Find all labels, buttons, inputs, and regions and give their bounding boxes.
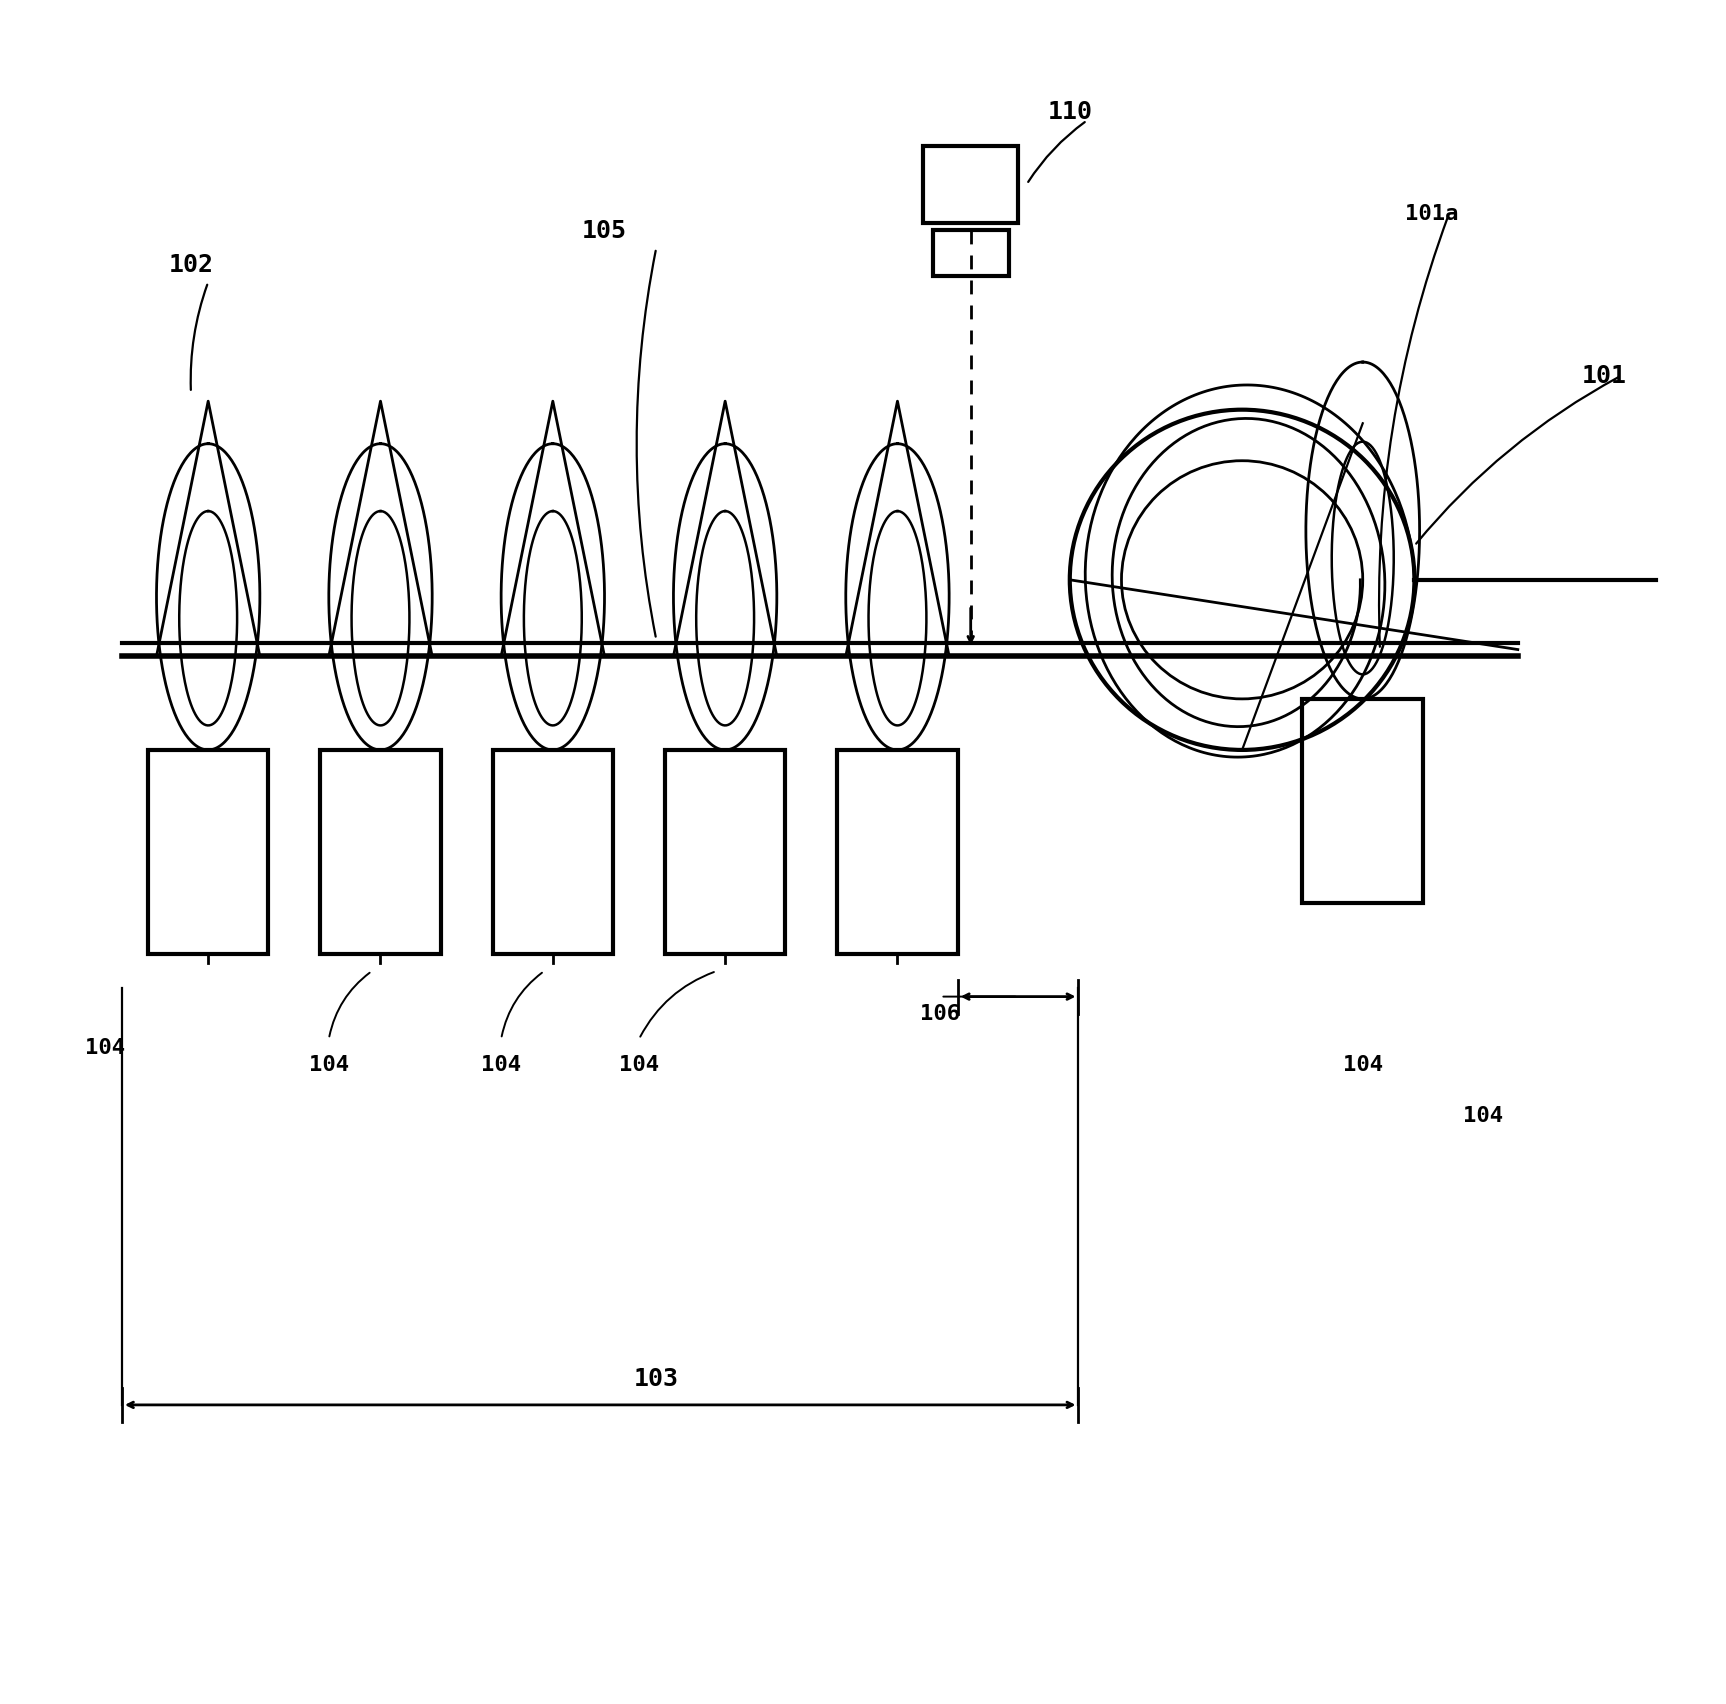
Bar	[1303, 699, 1422, 903]
Text: 104: 104	[620, 1055, 659, 1075]
Text: 102: 102	[169, 254, 214, 278]
Text: 103: 103	[633, 1367, 678, 1392]
Bar	[932, 230, 1008, 276]
Text: 105: 105	[582, 220, 627, 244]
Bar	[492, 750, 613, 954]
Bar	[837, 750, 958, 954]
Bar	[923, 147, 1018, 223]
Text: 104: 104	[309, 1055, 349, 1075]
Text: 110: 110	[1048, 101, 1093, 124]
Text: 101: 101	[1581, 363, 1626, 387]
Text: 104: 104	[1464, 1106, 1503, 1126]
Text: 104: 104	[1343, 1055, 1383, 1075]
Text: 101a: 101a	[1405, 204, 1458, 223]
Text: 104: 104	[482, 1055, 521, 1075]
Bar	[665, 750, 785, 954]
Text: 106: 106	[920, 1004, 961, 1024]
Text: 104: 104	[85, 1038, 124, 1058]
Bar	[148, 750, 269, 954]
Bar	[321, 750, 440, 954]
